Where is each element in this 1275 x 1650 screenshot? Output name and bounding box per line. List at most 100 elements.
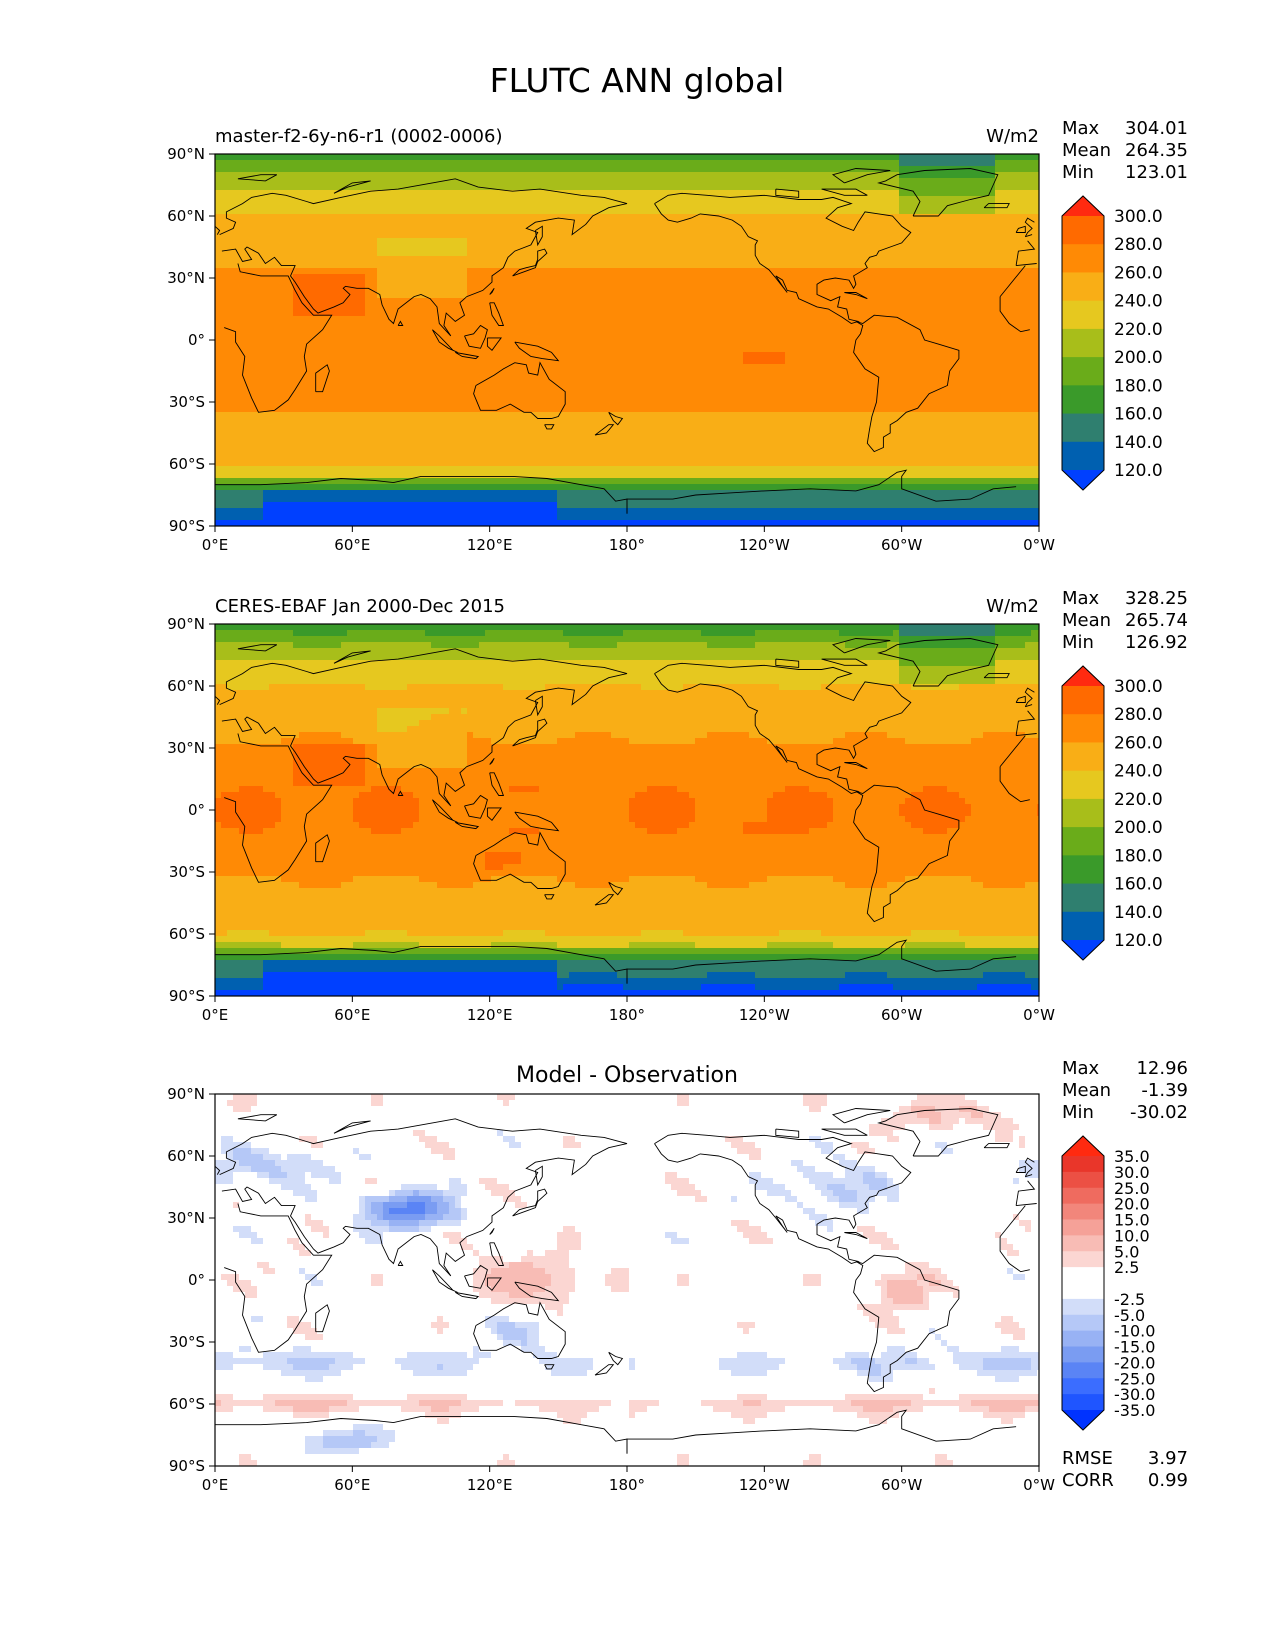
panel-test: master-f2-6y-n6-r1 (0002-0006) W/m2 0°E 60°…	[167, 118, 1188, 554]
colorbar-segment	[1062, 1203, 1104, 1220]
stat-label-rmse: RMSE	[1062, 1448, 1113, 1469]
coastline	[544, 894, 555, 900]
colorbar-segment	[1062, 244, 1104, 273]
x-tick-label: 60°E	[334, 1006, 370, 1024]
colorbar-tick-label: 180.0	[1114, 376, 1163, 396]
stat-value-mean: -1.39	[1141, 1080, 1188, 1101]
coastline	[489, 758, 495, 765]
colorbar-segment	[1062, 798, 1104, 828]
colorbar-segment	[1062, 1314, 1104, 1332]
stat-value-mean: 265.74	[1125, 610, 1188, 631]
colorbar-segment	[1062, 216, 1104, 245]
colorbar-segment	[1062, 1235, 1104, 1252]
coastline	[654, 1132, 912, 1264]
coastline	[514, 1281, 560, 1302]
colorbar-tick-label: 160.0	[1114, 875, 1163, 895]
colorbar-segment	[1062, 1283, 1104, 1300]
coastline	[534, 1165, 543, 1187]
coastline	[315, 364, 330, 393]
coastline	[486, 807, 502, 821]
coastline	[844, 1232, 868, 1240]
coastline	[626, 469, 1017, 514]
x-tick-label: 0°W	[1023, 536, 1055, 554]
colorbar-segment	[1062, 1219, 1104, 1236]
colorbar-extend-max	[1062, 1136, 1104, 1156]
coastline	[654, 192, 912, 324]
colorbar-tick-label: 5.0	[1114, 1242, 1139, 1261]
coastline	[1025, 704, 1033, 708]
coastlines-test	[215, 168, 1037, 514]
coastline	[844, 762, 868, 770]
colorbar-segment	[1062, 1378, 1104, 1395]
coastline	[489, 1242, 505, 1266]
stat-label-corr: CORR	[1062, 1470, 1114, 1491]
colorbar-tick-label: 200.0	[1114, 818, 1163, 838]
colorbar-segment	[1062, 441, 1104, 471]
coastline	[215, 945, 628, 984]
coastline	[775, 658, 800, 668]
colorbar-tick-label: -15.0	[1114, 1338, 1155, 1357]
colorbar-segment	[1062, 714, 1104, 743]
colorbar-tick-label: 120.0	[1114, 461, 1163, 481]
panel-title-test: master-f2-6y-n6-r1 (0002-0006)	[215, 126, 502, 147]
coastline	[486, 337, 502, 351]
y-tick-label: 90°N	[167, 1085, 205, 1103]
colorbar-extend-min	[1062, 940, 1104, 960]
colorbar-tick-label: 220.0	[1114, 790, 1163, 810]
colorbar-tick-label: 30.0	[1114, 1163, 1150, 1182]
colorbar-segment	[1062, 827, 1104, 856]
coastline	[999, 1236, 1030, 1273]
coastline	[608, 1351, 624, 1366]
stat-label-mean: Mean	[1062, 140, 1111, 161]
colorbar-segment	[1062, 413, 1104, 443]
y-tick-label: 60°S	[169, 455, 205, 473]
coastline	[455, 351, 480, 360]
colorbar-tick-label: 120.0	[1114, 931, 1163, 951]
colorbar-tick-label: 300.0	[1114, 207, 1163, 227]
coastline	[626, 939, 1017, 984]
colorbar-segment	[1062, 272, 1104, 302]
colorbar-segment	[1062, 357, 1104, 386]
colorbar-extend-min	[1062, 470, 1104, 490]
y-tick-label: 30°N	[167, 739, 205, 757]
stat-label-max: Max	[1062, 588, 1100, 609]
coastline	[489, 772, 505, 796]
colorbar-outline	[1061, 1135, 1105, 1431]
coastline	[215, 1165, 221, 1175]
colorbar-segment	[1062, 1171, 1104, 1189]
x-tick-label: 120°W	[739, 536, 790, 554]
colorbar-extend-max	[1062, 196, 1104, 216]
coastline	[489, 1228, 495, 1235]
stat-label-max: Max	[1062, 118, 1100, 139]
colorbar-segment	[1062, 1267, 1104, 1284]
coastline	[626, 1409, 1017, 1454]
y-tick-label: 0°	[188, 801, 205, 819]
coastlines-diff	[215, 1108, 1037, 1454]
coastline	[877, 1108, 999, 1157]
colorbar-ref: 120.0 140.0 160.0 180.0 200.0 220.0 240.0 260.0…	[1061, 665, 1163, 961]
coastline	[237, 644, 278, 652]
x-tick-label: 120°E	[467, 1476, 513, 1494]
coastline	[512, 248, 548, 277]
colorbar-outline	[1061, 665, 1105, 961]
colorbar-tick-label: 10.0	[1114, 1226, 1150, 1245]
colorbar-segment	[1062, 1298, 1104, 1316]
coastline	[219, 178, 628, 337]
coastline	[514, 341, 560, 362]
x-tick-label: 180°	[609, 1006, 645, 1024]
coastline	[594, 894, 615, 906]
stat-value-min: -30.02	[1130, 1102, 1188, 1123]
y-tick-label: 90°S	[169, 1457, 205, 1475]
coastline	[877, 638, 999, 687]
x-tick-label: 60°E	[334, 536, 370, 554]
coastline	[983, 1143, 1010, 1149]
coastline	[1016, 1203, 1037, 1207]
coastline	[983, 673, 1010, 679]
colorbar-tick-label: -10.0	[1114, 1322, 1155, 1341]
coastline	[1024, 217, 1035, 237]
panel-title-diff: Model - Observation	[516, 1063, 738, 1088]
coastline	[237, 174, 278, 182]
x-tick-label: 180°	[609, 1476, 645, 1494]
colorbar-segment	[1062, 770, 1104, 800]
